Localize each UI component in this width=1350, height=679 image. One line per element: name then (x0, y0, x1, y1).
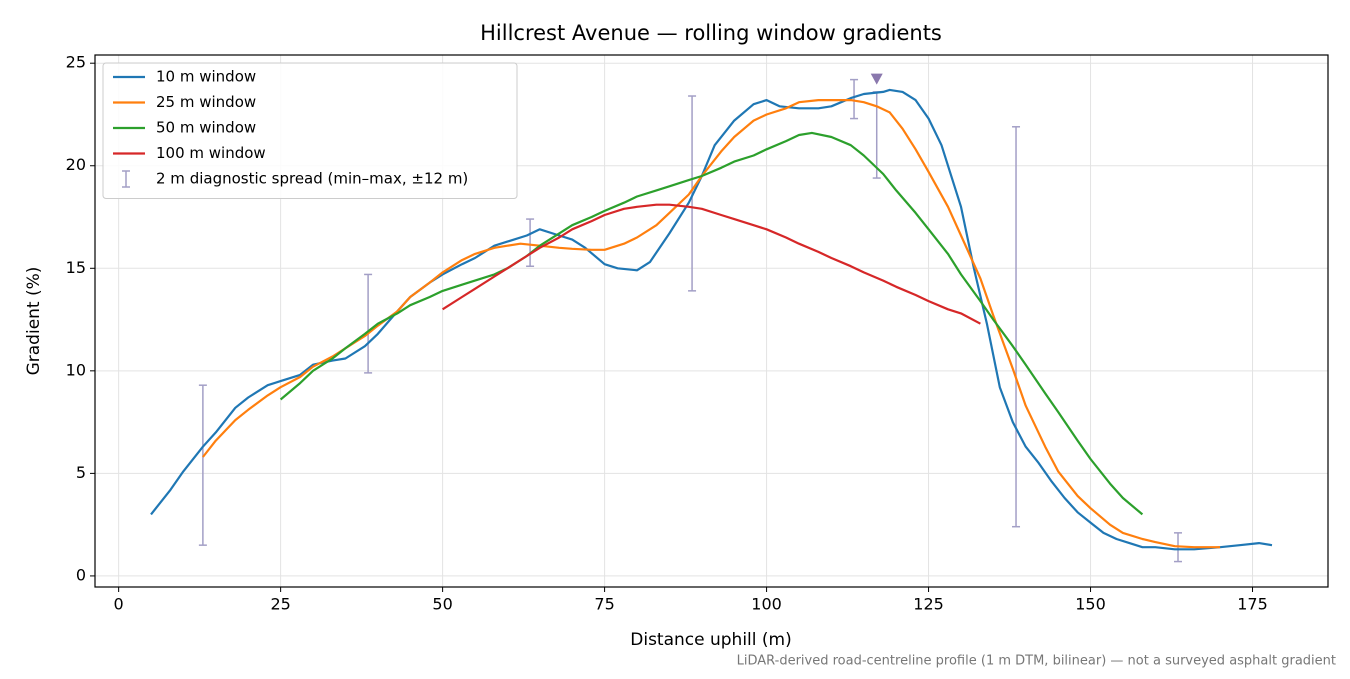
x-tick-label: 25 (270, 595, 290, 614)
error-bar (850, 78, 859, 120)
error-bar (688, 95, 697, 292)
error-bar (364, 273, 373, 374)
peak-marker (870, 73, 883, 85)
y-axis-label: Gradient (%) (24, 267, 44, 376)
legend-label: 25 m window (156, 93, 256, 111)
x-tick-label: 0 (114, 595, 124, 614)
error-bar (198, 384, 207, 546)
y-tick-label: 25 (66, 53, 86, 72)
x-tick-label: 175 (1237, 595, 1268, 614)
series-line (150, 88, 1273, 551)
plot-frame (94, 54, 1329, 588)
footnote: LiDAR-derived road-centreline profile (1… (737, 654, 1336, 669)
y-tick-label: 5 (76, 463, 86, 482)
x-axis-label: Distance uphill (m) (630, 630, 791, 650)
series-line (442, 203, 981, 325)
legend-label: 50 m window (156, 119, 256, 137)
y-tick-label: 10 (66, 360, 86, 379)
legend-box (102, 62, 518, 199)
series-line (279, 131, 1144, 516)
legend-label: 10 m window (156, 68, 256, 86)
y-tick-label: 15 (66, 258, 86, 277)
x-tick-label: 50 (432, 595, 452, 614)
x-tick-label: 75 (594, 595, 614, 614)
y-tick-label: 0 (76, 565, 86, 584)
chart-title: Hillcrest Avenue — rolling window gradie… (480, 21, 942, 45)
legend-label: 2 m diagnostic spread (min–max, ±12 m) (156, 170, 468, 188)
error-bar (526, 218, 535, 267)
legend-label: 100 m window (156, 144, 266, 162)
error-bar (1012, 126, 1021, 528)
x-tick-label: 125 (913, 595, 944, 614)
x-tick-label: 150 (1075, 595, 1106, 614)
x-tick-label: 100 (751, 595, 782, 614)
series-line (202, 99, 1221, 549)
y-tick-label: 20 (66, 155, 86, 174)
